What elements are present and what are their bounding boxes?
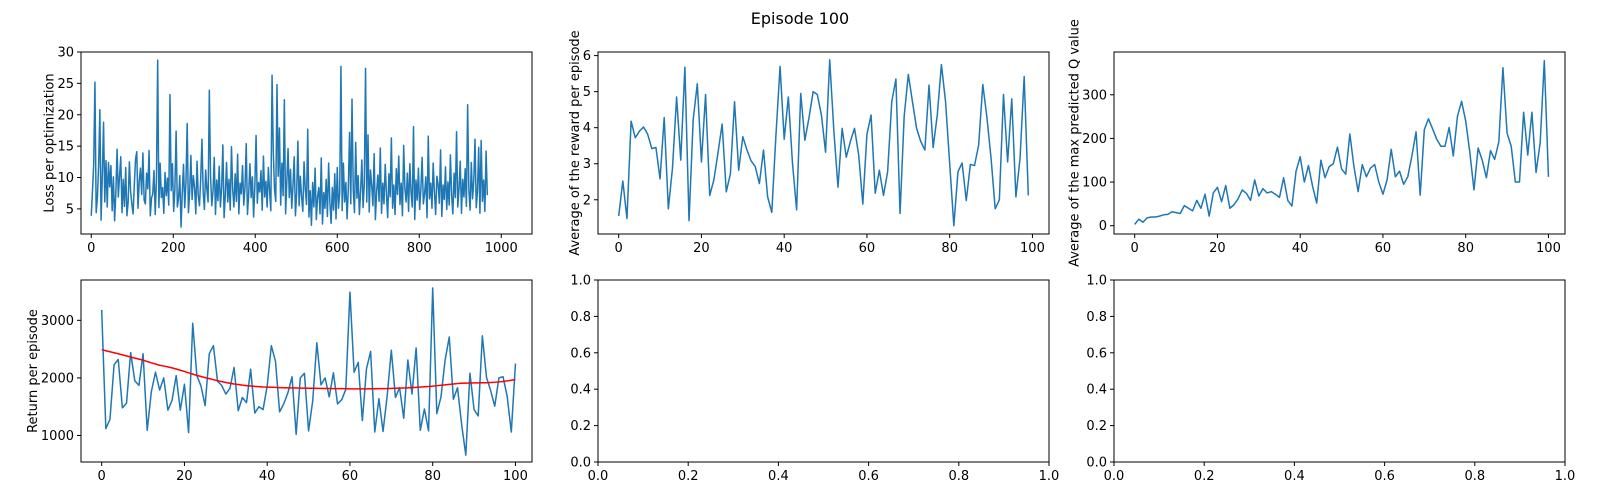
- y-tick-label: 1.0: [1086, 274, 1107, 289]
- y-tick-label: 15: [57, 140, 74, 155]
- x-tick-label: 20: [1209, 241, 1226, 256]
- x-tick-label: 0.8: [1464, 469, 1485, 484]
- x-tick-label: 800: [407, 241, 432, 256]
- figure-title: Episode 100: [751, 9, 849, 28]
- x-tick-label: 40: [776, 241, 793, 256]
- y-tick-label: 5: [583, 85, 591, 100]
- y-tick-label: 100: [1082, 176, 1107, 191]
- x-tick-label: 400: [243, 241, 268, 256]
- x-tick-label: 80: [1457, 241, 1474, 256]
- x-tick-label: 100: [1020, 241, 1045, 256]
- y-tick-label: 200: [1082, 132, 1107, 147]
- x-tick-label: 0.6: [1374, 469, 1395, 484]
- x-tick-label: 40: [259, 469, 276, 484]
- x-tick-label: 0: [98, 469, 106, 484]
- x-tick-label: 0: [615, 241, 623, 256]
- series-line-1: [617, 59, 1030, 227]
- axes-frame: [80, 279, 533, 463]
- x-tick-label: 80: [941, 241, 958, 256]
- y-tick-label: 0.8: [1086, 310, 1107, 325]
- x-tick-label: 0.4: [768, 469, 789, 484]
- axes-frame: [80, 51, 533, 235]
- x-tick-label: 0.2: [1194, 469, 1215, 484]
- x-tick-label: 80: [424, 469, 441, 484]
- y-tick-label: 10: [57, 171, 74, 186]
- x-tick-label: 40: [1292, 241, 1309, 256]
- x-tick-label: 60: [342, 469, 359, 484]
- x-tick-label: 60: [1375, 241, 1392, 256]
- y-tick-label: 2: [583, 193, 591, 208]
- y-axis-label: Return per episode: [26, 309, 41, 433]
- y-tick-label: 3000: [41, 314, 74, 329]
- x-tick-label: 100: [1536, 241, 1561, 256]
- y-tick-label: 5: [66, 202, 74, 217]
- y-tick-label: 0.6: [570, 346, 591, 361]
- axes-frame: [1113, 279, 1566, 463]
- y-axis-label: Average of the reward per episode: [568, 30, 583, 255]
- y-tick-label: 0.6: [1086, 346, 1107, 361]
- y-tick-label: 2000: [41, 371, 74, 386]
- y-tick-label: 0.4: [1086, 383, 1107, 398]
- y-tick-label: 300: [1082, 88, 1107, 103]
- x-tick-label: 0.6: [858, 469, 879, 484]
- subplot-5: 0.0 0.2 0.4 0.6 0.8 1.0 0.0 0.2 0.4 0.6 0.8 1.0: [570, 274, 1059, 485]
- x-tick-label: 1.0: [1039, 469, 1060, 484]
- x-tick-label: 100: [503, 469, 528, 484]
- y-tick-label: 1.0: [570, 274, 591, 289]
- y-tick-label: 6: [583, 49, 591, 64]
- y-axis-label: Average of the max predicted Q value: [1067, 19, 1082, 267]
- x-tick-label: 0.8: [948, 469, 969, 484]
- x-tick-label: 60: [859, 241, 876, 256]
- x-tick-label: 0.4: [1284, 469, 1305, 484]
- x-tick-label: 0: [1131, 241, 1139, 256]
- x-tick-label: 0: [87, 241, 95, 256]
- subplot-1: 0 200 400 600 800 1000 5 10 15 20 25 30 Loss per opt…: [43, 46, 533, 256]
- y-tick-label: 1000: [41, 429, 74, 444]
- x-tick-label: 20: [176, 469, 193, 484]
- x-tick-label: 600: [325, 241, 350, 256]
- y-tick-label: 20: [57, 108, 74, 123]
- axes-frame: [1113, 51, 1566, 235]
- y-tick-label: 0.0: [570, 456, 591, 471]
- series-line-2: [101, 348, 516, 390]
- y-tick-label: 0.8: [570, 310, 591, 325]
- axes-frame: [597, 279, 1050, 463]
- x-tick-label: 200: [161, 241, 186, 256]
- x-tick-label: 1000: [485, 241, 518, 256]
- y-tick-label: 0.0: [1086, 456, 1107, 471]
- y-tick-label: 0: [1099, 219, 1107, 234]
- x-tick-label: 1.0: [1555, 469, 1576, 484]
- x-tick-label: 0.0: [588, 469, 609, 484]
- y-tick-label: 3: [583, 157, 591, 172]
- y-tick-label: 0.2: [570, 419, 591, 434]
- y-tick-label: 0.4: [570, 383, 591, 398]
- axes-frame: [597, 51, 1050, 235]
- y-tick-label: 30: [57, 46, 74, 61]
- y-tick-label: 0.2: [1086, 419, 1107, 434]
- series-line-1: [90, 59, 489, 228]
- series-line-1: [100, 287, 517, 456]
- y-tick-label: 25: [57, 77, 74, 92]
- y-axis-label: Loss per optimization: [43, 73, 58, 212]
- y-tick-label: 4: [583, 121, 591, 136]
- x-tick-label: 0.0: [1104, 469, 1125, 484]
- series-line-1: [1134, 59, 1550, 225]
- x-tick-label: 0.2: [678, 469, 699, 484]
- x-tick-label: 20: [693, 241, 710, 256]
- subplot-6: 0.0 0.2 0.4 0.6 0.8 1.0 0.0 0.2 0.4 0.6 0.8 1.0: [1086, 274, 1575, 485]
